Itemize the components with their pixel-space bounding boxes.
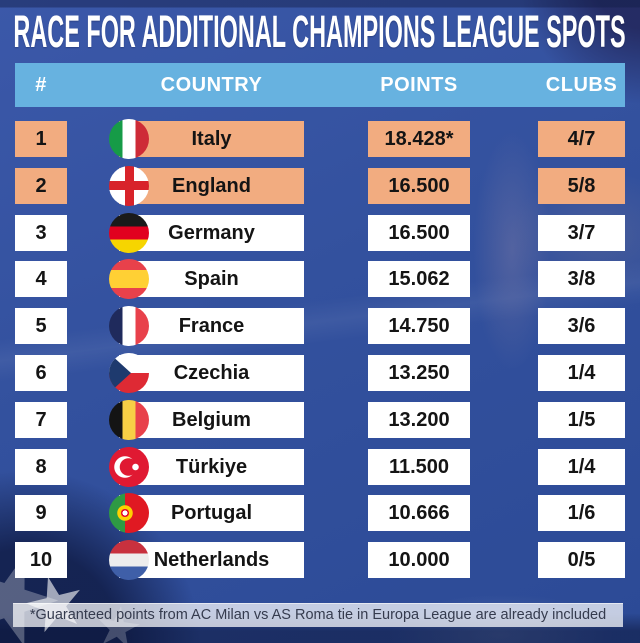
rank-cell: 8 [15,448,67,485]
clubs-cell: 0/5 [538,542,625,579]
points-cell: 18.428* [368,121,470,157]
table-row: 5 France 14.750 3/6 [0,306,640,347]
country-cell: Germany [119,214,304,251]
country-cell: France [119,308,304,345]
rank-cell: 7 [15,401,67,438]
points-cell: 13.200 [368,401,470,438]
column-header-points: POINTS [380,74,458,96]
country-cell: Portugal [119,495,304,532]
points-cell: 11.500 [368,448,470,485]
page-title-text: RACE FOR ADDITIONAL CHAMPIONS LEAGUE SPO… [13,6,627,57]
turkiye-flag-icon [109,446,149,487]
column-header-country: COUNTRY [160,74,263,96]
points-cell: 10.666 [368,495,470,532]
clubs-cell: 3/8 [538,261,625,298]
rank-cell: 1 [15,121,67,157]
country-cell: Türkiye [119,448,304,485]
table-row: 6 Czechia 13.250 1/4 [0,353,640,393]
table-row: 3 Germany 16.500 3/7 [0,212,640,253]
portugal-flag-icon [109,493,149,534]
rank-cell: 10 [15,542,67,579]
rank-cell: 2 [15,167,67,204]
points-cell: 16.500 [368,214,470,251]
country-cell: Spain [119,261,304,298]
table-row: 2 England 16.500 5/8 [0,165,640,206]
table-row: 4 Spain 15.062 3/8 [0,259,640,300]
rank-cell: 3 [15,214,67,251]
country-cell: Italy [119,121,304,157]
page-title: RACE FOR ADDITIONAL CHAMPIONS LEAGUE SPO… [0,9,640,55]
column-header-clubs: CLUBS [545,74,618,96]
clubs-cell: 5/8 [538,167,625,204]
clubs-cell: 1/4 [538,448,625,485]
country-cell: England [119,167,304,204]
netherlands-flag-icon [109,540,149,581]
rank-cell: 9 [15,495,67,532]
rank-cell: 6 [15,355,67,391]
clubs-cell: 3/6 [538,308,625,345]
points-cell: 13.250 [368,355,470,391]
country-cell: Netherlands [119,542,304,579]
table-row: 8 Türkiye 11.500 1/4 [0,446,640,487]
points-cell: 14.750 [368,308,470,345]
country-cell: Belgium [119,401,304,438]
czechia-flag-icon [109,353,149,393]
table-row: 10 Netherlands 10.000 0/5 [0,540,640,581]
clubs-cell: 1/5 [538,401,625,438]
clubs-cell: 4/7 [538,121,625,157]
clubs-cell: 1/4 [538,355,625,391]
france-flag-icon [109,306,149,347]
points-cell: 10.000 [368,542,470,579]
footnote-text: *Guaranteed points from AC Milan vs AS R… [29,607,607,623]
footnote-bar: *Guaranteed points from AC Milan vs AS R… [13,603,623,627]
germany-flag-icon [109,212,149,253]
rank-cell: 5 [15,308,67,345]
belgium-flag-icon [109,399,149,440]
country-cell: Czechia [119,355,304,391]
table-row: 7 Belgium 13.200 1/5 [0,399,640,440]
clubs-cell: 1/6 [538,495,625,532]
column-header-rank: # [35,74,47,96]
table-row: 9 Portugal 10.666 1/6 [0,493,640,534]
spain-flag-icon [109,259,149,300]
points-cell: 16.500 [368,167,470,204]
italy-flag-icon [109,119,149,159]
table-header-bar [15,63,625,107]
points-cell: 15.062 [368,261,470,298]
table-row: 1 Italy 18.428* 4/7 [0,119,640,159]
clubs-cell: 3/7 [538,214,625,251]
england-flag-icon [109,165,149,206]
rank-cell: 4 [15,261,67,298]
